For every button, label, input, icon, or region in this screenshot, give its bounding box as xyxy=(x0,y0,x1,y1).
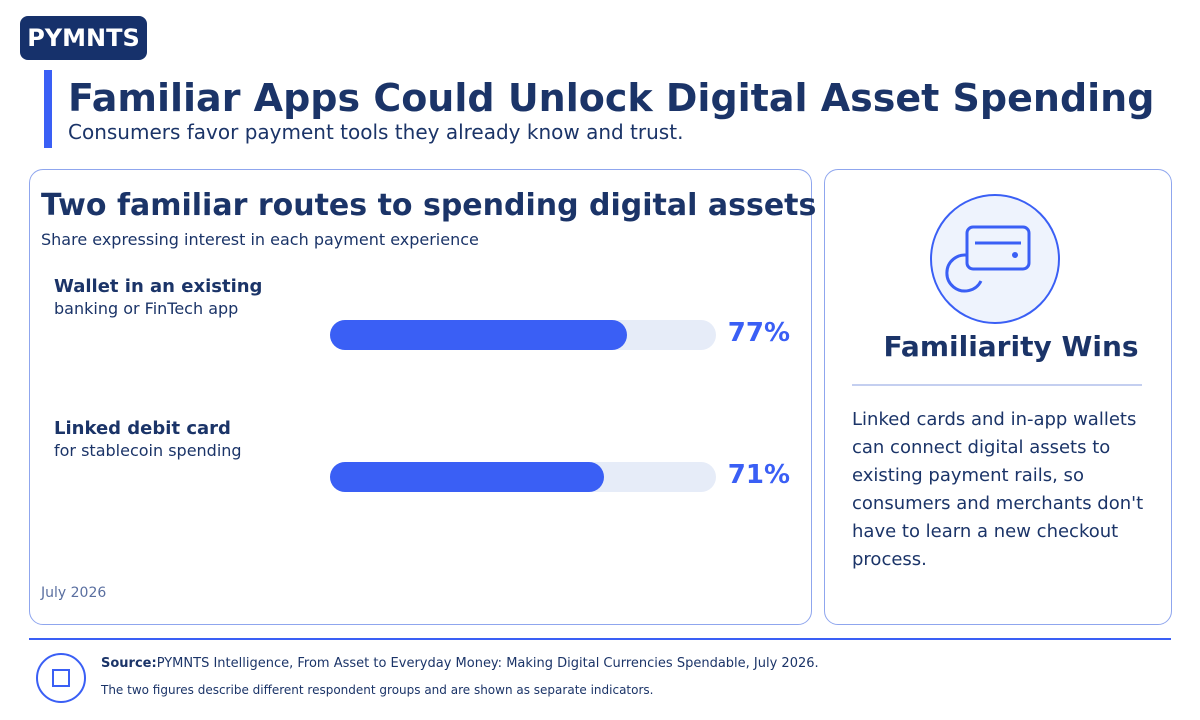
side-title: Familiarity Wins xyxy=(883,330,1139,363)
chart-subtitle: Share expressing interest in each paymen… xyxy=(41,230,479,249)
note: The two figures describe different respo… xyxy=(101,683,654,697)
chart-card xyxy=(29,169,812,625)
page-subtitle: Consumers favor payment tools they alrea… xyxy=(68,120,684,144)
icon xyxy=(930,194,1060,324)
side-body: Linked cards and in-app wallets can conn… xyxy=(852,409,1144,570)
bar-track xyxy=(330,462,716,492)
bar xyxy=(330,320,628,350)
bar xyxy=(330,462,605,492)
footer-line xyxy=(29,638,1171,640)
source-label: Source: xyxy=(101,656,157,671)
value-label: 71% xyxy=(727,460,790,490)
source-text: PYMNTS Intelligence, From Asset to Every… xyxy=(156,656,819,671)
divider xyxy=(852,384,1142,386)
bar-track xyxy=(330,320,716,350)
date: July 2026 xyxy=(41,585,107,601)
category-label: Wallet in an existing xyxy=(54,276,263,297)
value-label: 77% xyxy=(727,318,790,348)
category-label: Linked debit card xyxy=(54,418,231,439)
source: Source:PYMNTS Intelligence, From Asset t… xyxy=(101,656,819,671)
page-title: Familiar Apps Could Unlock Digital Asset… xyxy=(68,76,1155,120)
accent-bar xyxy=(44,70,52,148)
category-detail: banking or FinTech app xyxy=(54,299,239,318)
chart-title: Two familiar routes to spending digital … xyxy=(41,188,817,223)
side-card xyxy=(824,169,1172,625)
footer-icon xyxy=(36,653,86,703)
category-detail: for stablecoin spending xyxy=(54,441,242,460)
logo: PYMNTS xyxy=(20,16,147,60)
